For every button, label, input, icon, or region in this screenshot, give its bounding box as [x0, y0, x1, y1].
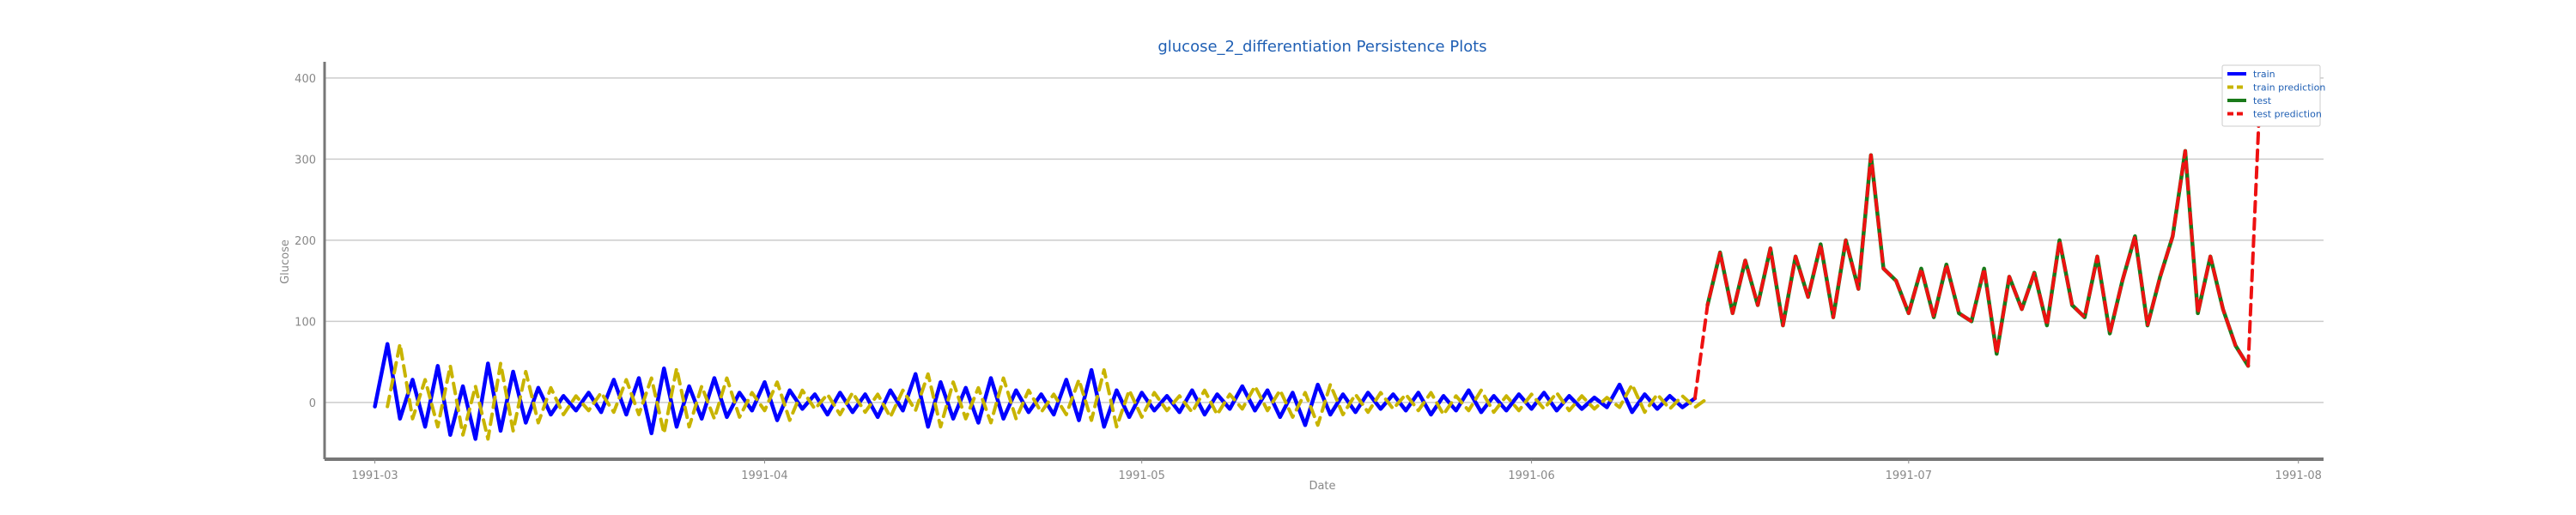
x-axis-label: Date	[1309, 480, 1335, 493]
series-line-train-prediction	[386, 342, 1710, 441]
x-tick-label: 1991-06	[1508, 470, 1554, 482]
y-tick-label: 300	[295, 154, 316, 167]
legend-label: train	[2253, 69, 2275, 80]
y-axis-label: Glucose	[279, 239, 292, 284]
x-tick-label: 1991-07	[1886, 470, 1932, 482]
y-tick-label: 400	[295, 73, 316, 86]
series-line-test-prediction	[1692, 76, 2263, 401]
series-line-train	[373, 342, 1698, 441]
grid-layer	[325, 77, 2324, 403]
legend-label: test	[2253, 95, 2272, 106]
legend-label: test prediction	[2253, 109, 2322, 120]
x-tick-label: 1991-08	[2275, 470, 2322, 482]
y-tick-label: 100	[295, 316, 316, 329]
y-tick-label: 0	[309, 397, 316, 410]
axes-layer	[323, 62, 2324, 461]
x-tick-label: 1991-03	[351, 470, 398, 482]
legend-box	[2221, 64, 2321, 127]
x-tick-label: 1991-04	[741, 470, 787, 482]
ticks-layer: 0 100 200 300 400 1991-03 1991-04 1991-05 1991-0…	[295, 73, 2322, 482]
chart-title: glucose_2_differentiation Persistence Pl…	[1157, 38, 1486, 56]
series-layer	[373, 76, 2263, 441]
y-tick-label: 200	[295, 235, 316, 248]
x-tick-label: 1991-05	[1119, 470, 1165, 482]
legend-label: train prediction	[2253, 82, 2325, 94]
